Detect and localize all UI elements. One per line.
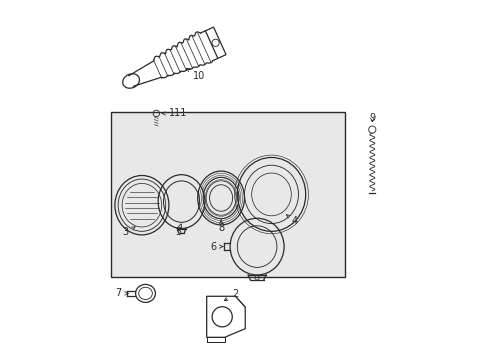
Bar: [111, 112, 345, 277]
Text: 3: 3: [122, 227, 135, 237]
Text: 111: 111: [162, 108, 187, 118]
Text: 9: 9: [368, 113, 375, 123]
Text: 6: 6: [210, 242, 223, 252]
Text: 4: 4: [286, 215, 297, 226]
Text: 8: 8: [218, 220, 224, 233]
Text: 2: 2: [224, 289, 238, 301]
Text: 7: 7: [115, 288, 128, 298]
Text: 10: 10: [186, 68, 205, 81]
Text: 5: 5: [174, 224, 181, 237]
